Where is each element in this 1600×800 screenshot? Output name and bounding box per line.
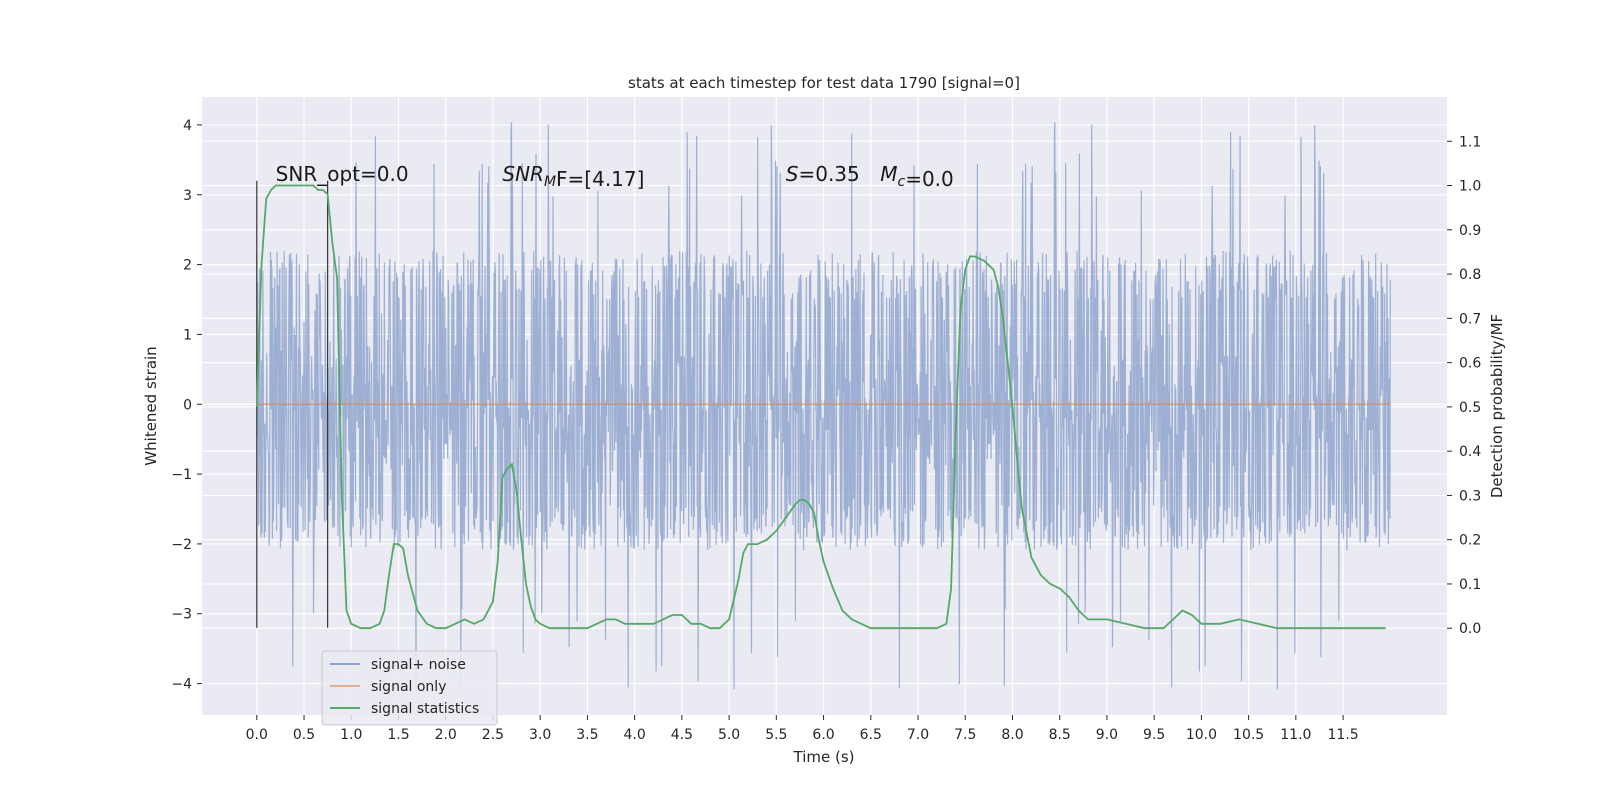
y2-tick-label: 0.3 bbox=[1459, 488, 1481, 504]
y2-tick-label: 0.4 bbox=[1459, 444, 1481, 460]
x-tick-label: 0.5 bbox=[293, 727, 315, 743]
y-tick-label: −4 bbox=[171, 677, 192, 693]
x-tick-label: 4.0 bbox=[623, 727, 645, 743]
x-tick-label: 3.0 bbox=[529, 727, 551, 743]
y2-axis-label: Detection probability/MF bbox=[1488, 314, 1506, 498]
x-tick-label: 9.0 bbox=[1096, 727, 1118, 743]
x-tick-label: 1.5 bbox=[387, 727, 409, 743]
x-tick-label: 5.5 bbox=[765, 727, 787, 743]
y-tick-label: 0 bbox=[183, 397, 192, 413]
y2-tick-label: 0.5 bbox=[1459, 400, 1481, 416]
annotation-text: SNR_opt=0.0 bbox=[276, 162, 409, 186]
x-tick-label: 10.5 bbox=[1233, 727, 1264, 743]
y-tick-label: −1 bbox=[171, 467, 192, 483]
legend-box bbox=[321, 650, 498, 726]
y2-axis-ticks: 0.0 0.1 0.2 0.3 0.4 0.5 0.6 0.7 0.8 0.9 1.0 1.1 bbox=[1447, 134, 1481, 637]
x-tick-label: 11.0 bbox=[1280, 727, 1311, 743]
annotation-text: Mc=0.0 bbox=[880, 162, 954, 191]
legend-label-noise: signal+ noise bbox=[371, 657, 466, 673]
legend-label-statistics: signal statistics bbox=[371, 701, 479, 717]
signal-statistics-series bbox=[255, 184, 1386, 630]
x-tick-label: 8.0 bbox=[1001, 727, 1023, 743]
x-tick-label: 5.0 bbox=[718, 727, 740, 743]
x-axis-ticks: 0.0 0.5 1.0 1.5 2.0 2.5 3.0 3.5 4.0 4.5 5.0 5.5 6.0 6… bbox=[246, 715, 1359, 743]
y2-tick-label: 0.7 bbox=[1459, 311, 1481, 327]
x-tick-label: 0.0 bbox=[246, 727, 268, 743]
x-tick-label: 11.5 bbox=[1328, 727, 1359, 743]
annotations: SNR_opt=0.0 SNRMF=[4.17] S=0.35 Mc=0.0 bbox=[276, 162, 954, 191]
y-tick-label: −2 bbox=[171, 537, 192, 553]
x-tick-label: 9.5 bbox=[1143, 727, 1165, 743]
x-tick-label: 7.0 bbox=[907, 727, 929, 743]
x-tick-label: 10.0 bbox=[1186, 727, 1217, 743]
y-axis-label: Whitened strain bbox=[142, 346, 160, 465]
y-tick-label: 4 bbox=[183, 118, 192, 134]
chart-title: stats at each timestep for test data 179… bbox=[628, 74, 1020, 92]
y-tick-label: 3 bbox=[183, 188, 192, 204]
x-tick-label: 6.0 bbox=[812, 727, 834, 743]
y2-tick-label: 1.1 bbox=[1459, 134, 1481, 150]
annotation-text: S=0.35 bbox=[786, 162, 860, 186]
y-axis-ticks: −4 −3 −2 −1 0 1 2 3 4 bbox=[171, 118, 202, 693]
x-tick-label: 7.5 bbox=[954, 727, 976, 743]
x-tick-label: 1.0 bbox=[340, 727, 362, 743]
x-tick-label: 6.5 bbox=[860, 727, 882, 743]
y2-tick-label: 1.0 bbox=[1459, 179, 1481, 195]
y2-tick-label: 0.6 bbox=[1459, 356, 1481, 372]
legend-label-signal-only: signal only bbox=[371, 679, 446, 695]
signal-statistics-line bbox=[255, 184, 1386, 630]
x-axis-label: Time (s) bbox=[793, 748, 855, 766]
y2-tick-label: 0.9 bbox=[1459, 223, 1481, 239]
x-tick-label: 2.5 bbox=[482, 727, 504, 743]
legend: signal+ noise signal only signal statist… bbox=[321, 650, 498, 726]
x-tick-label: 8.5 bbox=[1049, 727, 1071, 743]
x-tick-label: 4.5 bbox=[671, 727, 693, 743]
y2-tick-label: 0.8 bbox=[1459, 267, 1481, 283]
signal-noise-line bbox=[256, 122, 1391, 690]
y-tick-label: 2 bbox=[183, 258, 192, 274]
y-tick-label: 1 bbox=[183, 327, 192, 343]
x-tick-label: 3.5 bbox=[576, 727, 598, 743]
y2-tick-label: 0.2 bbox=[1459, 533, 1481, 549]
y-tick-label: −3 bbox=[171, 607, 192, 623]
signal-noise-series bbox=[256, 122, 1391, 690]
y2-tick-label: 0.0 bbox=[1459, 621, 1481, 637]
x-tick-label: 2.0 bbox=[435, 727, 457, 743]
y2-tick-label: 0.1 bbox=[1459, 577, 1481, 593]
annotation-text: SNRMF=[4.17] bbox=[502, 162, 644, 191]
